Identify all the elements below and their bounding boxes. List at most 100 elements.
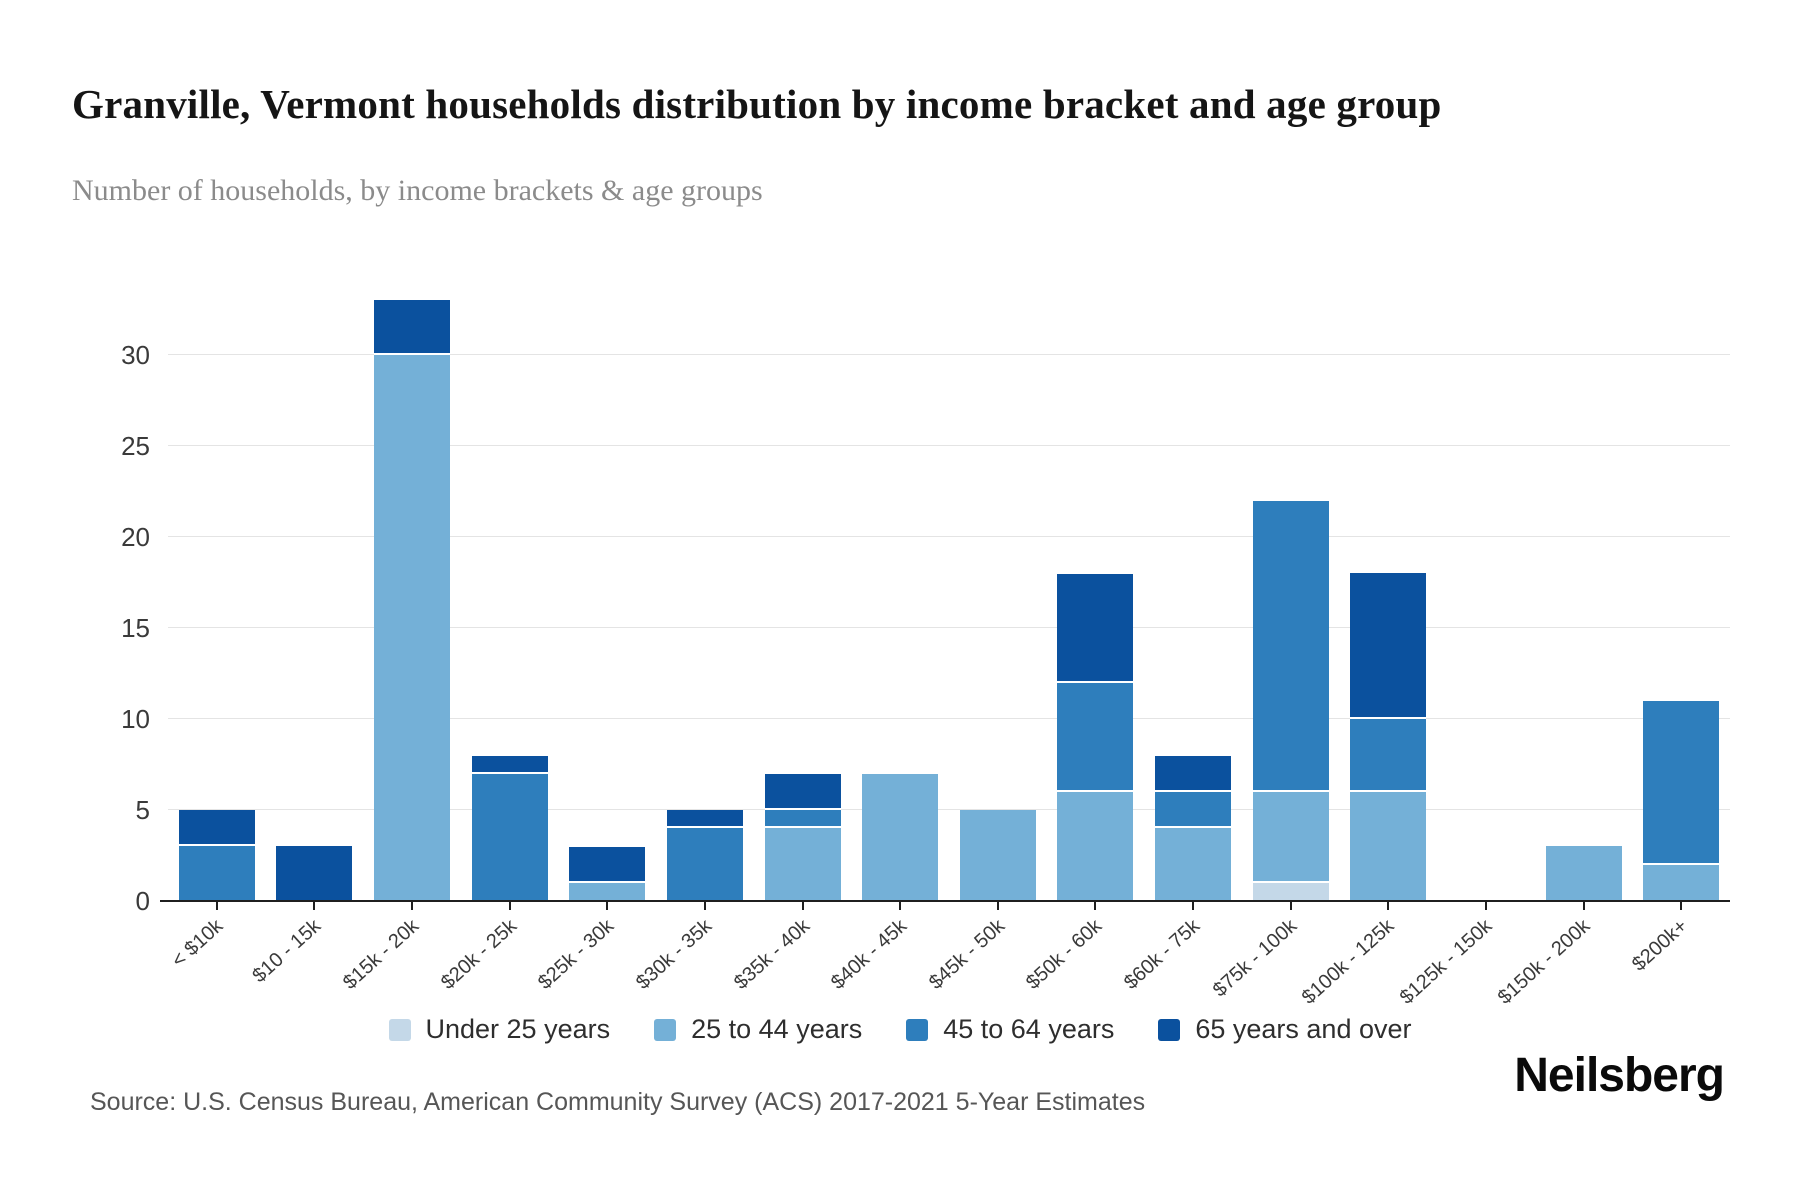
bar	[569, 847, 645, 901]
bar-segment	[374, 300, 450, 355]
bar-segment	[1643, 701, 1719, 865]
x-tick-label: $45k - 50k	[924, 915, 1009, 994]
x-tick	[1192, 902, 1194, 910]
bar-segment	[1057, 683, 1133, 792]
y-tick-label: 5	[135, 795, 150, 825]
bar-segment	[1057, 574, 1133, 683]
x-tick-label: $50k - 60k	[1021, 915, 1106, 994]
gridline	[168, 445, 1730, 446]
gridline	[168, 809, 1730, 810]
bar	[1253, 501, 1329, 901]
bar-segment	[374, 355, 450, 901]
x-tick	[509, 902, 511, 910]
legend-item: 65 years and over	[1158, 1014, 1412, 1045]
bar-segment	[276, 846, 352, 901]
x-tick	[899, 902, 901, 910]
legend-item: 25 to 44 years	[654, 1014, 862, 1045]
x-tick	[1387, 902, 1389, 910]
x-tick	[1583, 902, 1585, 910]
legend-swatch	[1158, 1018, 1181, 1041]
bar-segment	[569, 847, 645, 883]
x-tick-label: $15k - 20k	[338, 915, 423, 994]
bar	[765, 774, 841, 901]
legend-label: 45 to 64 years	[943, 1014, 1115, 1044]
bar-segment	[1155, 756, 1231, 792]
y-tick-label: 20	[121, 522, 150, 552]
bar-segment	[765, 810, 841, 828]
legend: Under 25 years 25 to 44 years 45 to 64 yea…	[0, 1014, 1800, 1045]
bar-segment	[1350, 719, 1426, 792]
bar-segment	[765, 774, 841, 810]
x-axis-line	[160, 900, 1730, 902]
bar-segment	[765, 828, 841, 901]
bar-segment	[1155, 828, 1231, 901]
x-tick	[216, 902, 218, 910]
gridline	[168, 718, 1730, 719]
x-tick-label: $200k+	[1627, 915, 1692, 976]
bar	[472, 756, 548, 901]
bar	[960, 810, 1036, 901]
bar	[276, 846, 352, 901]
x-tick	[1290, 902, 1292, 910]
bar-segment	[667, 810, 743, 828]
legend-item: Under 25 years	[388, 1014, 611, 1045]
x-tick-label: $10 - 15k	[248, 915, 325, 988]
legend-swatch	[906, 1018, 929, 1041]
x-tick-label: $150k - 200k	[1494, 915, 1595, 1009]
gridline	[168, 627, 1730, 628]
bar-segment	[569, 883, 645, 901]
legend-label: 25 to 44 years	[691, 1014, 863, 1044]
x-tick	[411, 902, 413, 910]
y-tick-label: 0	[135, 886, 150, 916]
bar-segment	[1546, 846, 1622, 901]
x-tick	[802, 902, 804, 910]
x-tick-label: $40k - 45k	[826, 915, 911, 994]
x-tick	[704, 902, 706, 910]
bar-segment	[1350, 792, 1426, 901]
legend-label: Under 25 years	[425, 1014, 611, 1044]
legend-item: 45 to 64 years	[906, 1014, 1114, 1045]
bar-segment	[179, 846, 255, 901]
y-tick-label: 15	[121, 613, 150, 643]
x-tick-label: $60k - 75k	[1119, 915, 1204, 994]
bar-segment	[472, 756, 548, 774]
bar-segment	[960, 810, 1036, 901]
y-tick-label: 10	[121, 704, 150, 734]
x-tick-label: $100k - 125k	[1298, 915, 1399, 1009]
bar-segment	[667, 828, 743, 901]
x-tick-label: $20k - 25k	[436, 915, 521, 994]
y-tick-label: 25	[121, 431, 150, 461]
x-tick	[313, 902, 315, 910]
bar	[1155, 756, 1231, 901]
y-tick-label: 30	[121, 340, 150, 370]
gridline	[168, 536, 1730, 537]
bar-segment	[1253, 501, 1329, 792]
chart-title: Granville, Vermont households distributi…	[72, 81, 1442, 128]
bar-segment	[1253, 792, 1329, 883]
x-tick-label: $125k - 150k	[1396, 915, 1497, 1009]
source-text: Source: U.S. Census Bureau, American Com…	[90, 1088, 1146, 1116]
bar	[1057, 574, 1133, 901]
x-tick	[1680, 902, 1682, 910]
x-tick-label: $30k - 35k	[631, 915, 716, 994]
bar-segment	[862, 774, 938, 901]
bar-segment	[179, 810, 255, 846]
legend-swatch	[388, 1018, 411, 1041]
bar-segment	[1350, 573, 1426, 719]
plot-area: 0 5 10 15 20 25 30 < $10k $10 - 15k $15k - 20k $20…	[121, 264, 1730, 1009]
brand-logo: Neilsberg	[1514, 1049, 1725, 1102]
legend-label: 65 years and over	[1195, 1014, 1412, 1044]
chart-subtitle: Number of households, by income brackets…	[72, 174, 763, 207]
bar-segment	[1057, 792, 1133, 901]
bar-segment	[472, 774, 548, 901]
bar	[1546, 846, 1622, 901]
x-tick	[606, 902, 608, 910]
x-tick	[1485, 902, 1487, 910]
bar	[862, 774, 938, 901]
bar	[1643, 701, 1719, 901]
bar-segment	[1155, 792, 1231, 828]
legend-swatch	[654, 1018, 677, 1041]
x-tick-label: $75k - 100k	[1209, 915, 1302, 1002]
bar-segment	[1253, 883, 1329, 901]
x-tick-label: < $10k	[167, 915, 228, 972]
